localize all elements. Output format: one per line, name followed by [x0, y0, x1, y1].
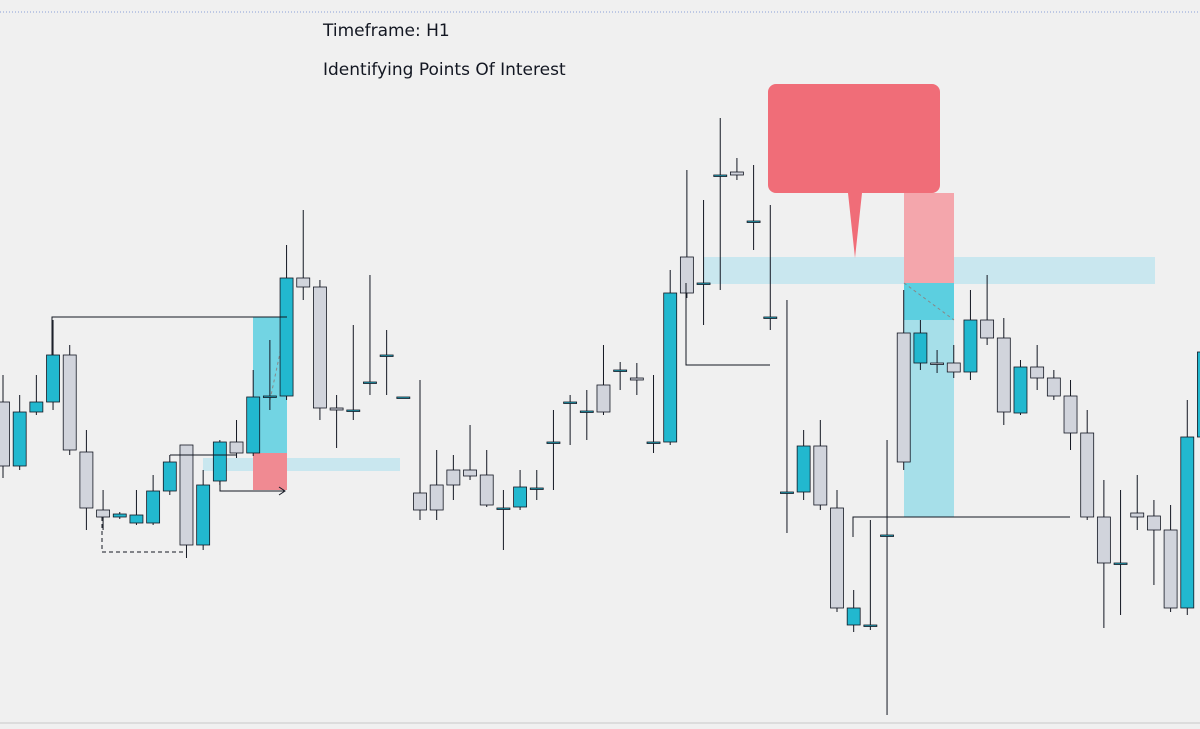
candle-body: [880, 534, 894, 537]
annotations: [51, 283, 1070, 553]
candle-body: [1180, 436, 1195, 609]
candle-body: [646, 441, 661, 444]
candle-body: [679, 256, 694, 294]
candle-body: [930, 362, 944, 365]
candle-body: [946, 362, 961, 373]
candle-body: [129, 514, 144, 524]
candle-body: [696, 282, 711, 285]
candle-body: [196, 484, 211, 546]
candle-body: [46, 354, 60, 403]
candle-body: [913, 332, 928, 364]
candle-body: [579, 410, 594, 413]
candle-body: [1096, 516, 1111, 564]
candle-body: [746, 220, 761, 223]
candles: [0, 118, 1200, 715]
candle-body: [513, 486, 527, 508]
candle-body: [479, 474, 494, 506]
candle-body: [162, 461, 177, 492]
callout-box: [768, 84, 940, 258]
candle-body: [246, 396, 261, 454]
candle-body: [146, 490, 161, 524]
candle-body: [29, 401, 44, 413]
candle-body: [1046, 377, 1061, 397]
candle-body: [830, 507, 844, 609]
dash-diagonal: [903, 282, 955, 321]
subtitle: Identifying Points Of Interest: [323, 60, 566, 80]
candle-body: [1163, 529, 1178, 609]
ob-zone: [253, 453, 287, 490]
candle-body: [1197, 351, 1200, 438]
candle-body: [346, 409, 361, 412]
candle-body: [313, 286, 327, 409]
candle-body: [1013, 366, 1028, 414]
candle-body: [212, 441, 227, 482]
previous-high-line: [51, 316, 287, 355]
candle-body: [813, 445, 828, 506]
msb-line: [685, 283, 770, 366]
candle-body: [763, 316, 778, 319]
candle-body: [1113, 562, 1128, 565]
candle-body: [863, 624, 878, 627]
candle-body: [79, 451, 94, 509]
zones: [203, 193, 1155, 517]
candle-body: [446, 469, 461, 486]
title: Timeframe: H1: [322, 21, 450, 41]
ipa-zone: [904, 320, 954, 517]
candle-body: [363, 381, 377, 384]
candle-body: [413, 492, 427, 511]
sh-line: [101, 517, 186, 553]
candle-body: [379, 354, 394, 357]
candle-body: [980, 319, 995, 339]
arrow-head: [278, 486, 286, 496]
poi-red-zone: [904, 193, 954, 283]
candle-body: [796, 445, 811, 493]
candle-body: [0, 401, 10, 467]
candle-body: [713, 174, 728, 177]
candle-body: [846, 607, 861, 626]
candle-body: [296, 277, 311, 288]
candle-body: [12, 411, 27, 467]
candle-body: [963, 319, 978, 373]
candle-body: [529, 487, 544, 490]
candle-body: [1147, 515, 1161, 531]
candle-body: [629, 377, 644, 381]
candle-body: [896, 332, 911, 463]
candle-body: [563, 401, 578, 404]
candle-body: [62, 354, 77, 451]
candle-body: [179, 444, 194, 546]
candle-body: [596, 384, 611, 413]
fvg-band: [203, 458, 400, 471]
candle-body: [329, 407, 344, 411]
candle-body: [279, 277, 294, 397]
candle-body: [613, 369, 628, 372]
candle-body: [1130, 512, 1145, 518]
candle-body: [463, 469, 477, 477]
candle-body: [1030, 366, 1045, 379]
candle-body: [262, 395, 277, 398]
candle-body: [1080, 432, 1095, 518]
candle-body: [996, 337, 1011, 413]
candle-body: [730, 171, 744, 176]
candle-body: [229, 441, 244, 454]
candle-body: [396, 396, 411, 399]
candle-body: [112, 513, 127, 518]
candle-body: [663, 292, 678, 443]
candle-body: [96, 509, 110, 518]
candle-body: [429, 484, 444, 511]
candle-body: [780, 491, 794, 494]
candle-body: [496, 507, 511, 510]
candle-body: [546, 441, 561, 444]
candle-body: [1063, 395, 1078, 434]
arrow-line: [219, 481, 284, 492]
ipa-line: [852, 516, 1070, 537]
